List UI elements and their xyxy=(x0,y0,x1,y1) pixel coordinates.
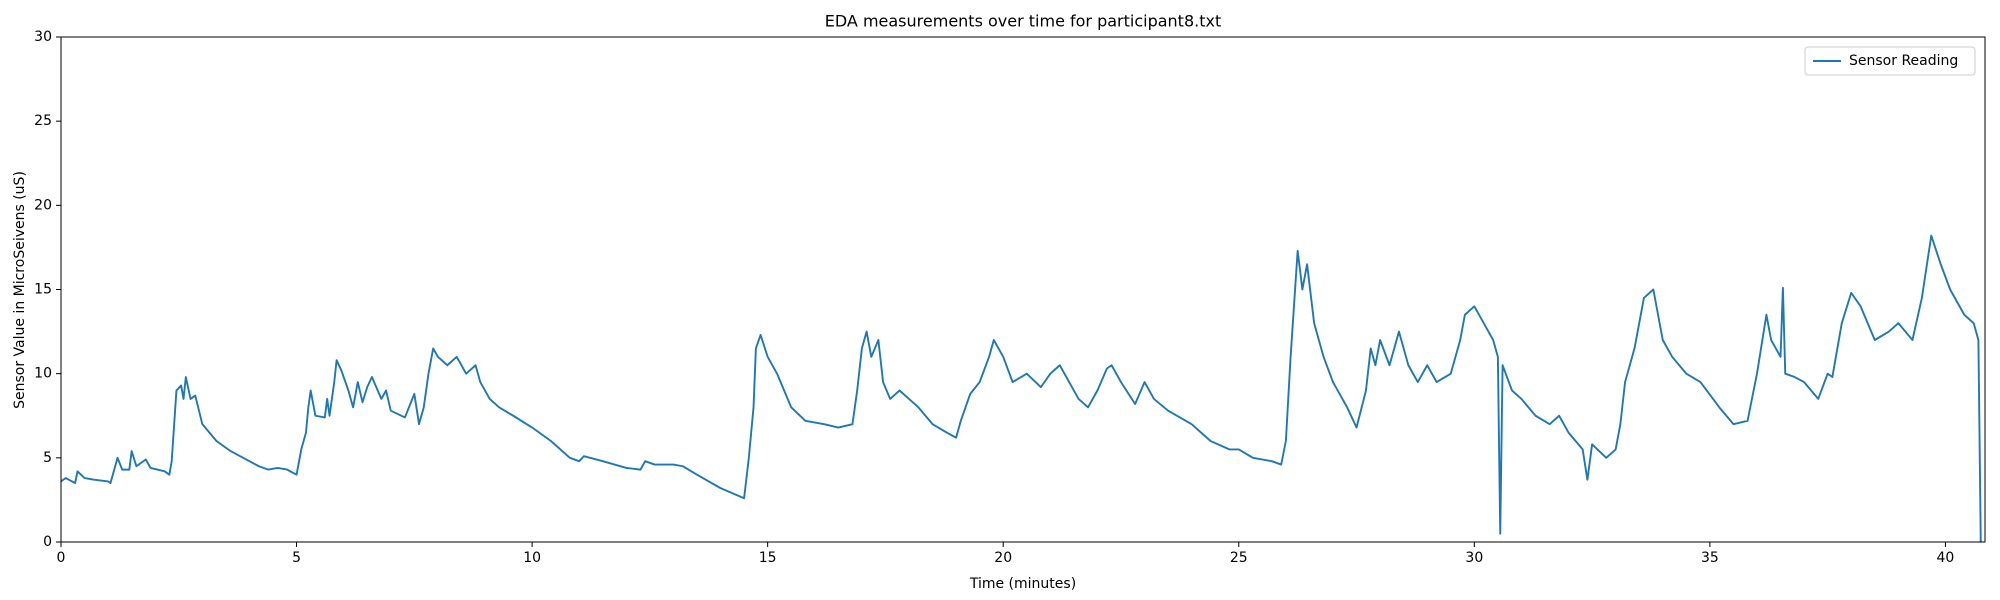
x-axis-label: Time (minutes) xyxy=(969,576,1076,592)
x-tick-label: 30 xyxy=(1465,550,1483,566)
y-tick-label: 20 xyxy=(34,197,52,213)
x-tick-label: 0 xyxy=(57,550,66,566)
y-tick-label: 30 xyxy=(34,29,52,45)
plot-frame xyxy=(60,36,1986,543)
x-tick-label: 10 xyxy=(523,550,541,566)
legend-label: Sensor Reading xyxy=(1849,53,1958,69)
legend-box xyxy=(1804,46,1976,76)
y-tick-label: 0 xyxy=(43,534,52,550)
data-line xyxy=(60,234,1982,543)
x-tick-label: 5 xyxy=(292,550,301,566)
x-tick-label: 25 xyxy=(1230,550,1248,566)
y-axis-label: Sensor Value in MicroSeivens (uS) xyxy=(12,171,28,409)
y-tick-label: 25 xyxy=(34,113,52,129)
y-tick-label: 15 xyxy=(34,282,52,298)
y-tick-label: 10 xyxy=(34,366,52,382)
x-tick-label: 35 xyxy=(1701,550,1719,566)
x-tick-label: 15 xyxy=(759,550,777,566)
y-tick-label: 5 xyxy=(43,450,52,466)
chart-title: EDA measurements over time for participa… xyxy=(825,12,1221,31)
x-tick-label: 20 xyxy=(994,550,1012,566)
x-tick-label: 40 xyxy=(1937,550,1955,566)
